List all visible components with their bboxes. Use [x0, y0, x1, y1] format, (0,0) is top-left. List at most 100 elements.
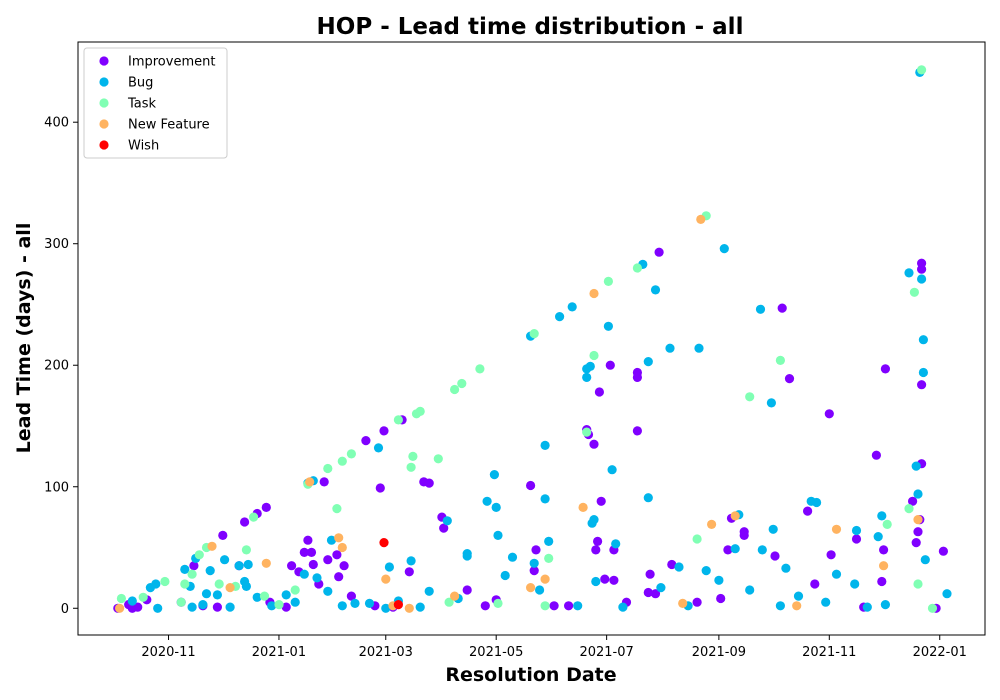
point-bug-66: [618, 602, 628, 612]
point-task-17: [332, 504, 342, 514]
point-bug-33: [384, 562, 394, 572]
point-bug-99: [904, 268, 914, 278]
point-improvement-13: [261, 502, 271, 512]
point-bug-94: [851, 525, 862, 536]
legend-box: [83, 47, 228, 159]
point-bug-21: [290, 597, 300, 607]
point-bug-12: [220, 555, 230, 565]
point-task-31: [529, 329, 539, 339]
point-bug-3: [153, 603, 163, 613]
point-new-feature-19: [792, 601, 802, 611]
point-bug-82: [755, 304, 766, 314]
point-new-feature-17: [707, 519, 717, 530]
point-bug-91: [821, 597, 831, 607]
point-improvement-89: [913, 527, 923, 537]
point-improvement-21: [308, 559, 318, 570]
point-bug-9: [201, 589, 212, 599]
point-bug-87: [781, 563, 791, 573]
point-improvement-24: [323, 555, 333, 565]
point-new-feature-1: [207, 541, 217, 551]
x-axis-label: Resolution Date: [445, 664, 616, 686]
point-task-2: [160, 576, 170, 587]
point-bug-69: [643, 357, 653, 367]
point-new-feature-15: [678, 598, 688, 609]
point-bug-14: [234, 561, 244, 571]
point-task-10: [241, 545, 251, 555]
point-improvement-75: [777, 303, 787, 313]
point-task-5: [187, 569, 197, 579]
point-bug-0: [127, 596, 137, 606]
point-improvement-41: [480, 601, 490, 611]
legend-marker-bug: [99, 77, 109, 87]
point-bug-22: [299, 569, 309, 579]
point-improvement-28: [346, 591, 356, 601]
point-improvement-45: [531, 545, 541, 555]
point-improvement-80: [826, 550, 836, 560]
data-points: [113, 65, 952, 613]
point-improvement-16: [287, 561, 297, 571]
point-bug-17: [243, 559, 253, 570]
point-improvement-29: [361, 436, 371, 446]
point-task-12: [259, 591, 270, 601]
point-bug-42: [482, 496, 492, 506]
point-bug-36: [415, 602, 425, 612]
point-improvement-23: [319, 477, 329, 487]
point-task-13: [274, 600, 284, 610]
point-task-19: [346, 449, 356, 459]
point-new-feature-10: [450, 591, 460, 601]
point-bug-98: [880, 600, 891, 610]
point-task-37: [632, 263, 643, 273]
point-new-feature-9: [404, 603, 414, 613]
point-bug-45: [493, 530, 503, 541]
point-improvement-83: [871, 450, 882, 460]
legend-marker-improvement: [99, 56, 109, 66]
point-improvement-3: [133, 602, 143, 612]
point-task-14: [290, 585, 300, 595]
point-bug-11: [212, 590, 222, 600]
x-tick-label: 2021-03: [359, 645, 413, 660]
point-improvement-86: [879, 545, 889, 555]
point-bug-77: [714, 575, 724, 585]
point-new-feature-13: [578, 502, 588, 512]
point-new-feature-12: [540, 574, 550, 584]
point-bug-64: [607, 465, 617, 475]
point-task-0: [116, 593, 126, 604]
point-task-41: [775, 355, 786, 365]
point-bug-101: [913, 489, 923, 499]
point-bug-41: [462, 549, 472, 559]
point-new-feature-16: [696, 214, 706, 224]
point-bug-55: [567, 302, 577, 312]
point-new-feature-20: [831, 524, 842, 534]
point-new-feature-3: [261, 558, 271, 568]
point-bug-38: [442, 516, 452, 526]
point-bug-93: [850, 579, 860, 589]
point-bug-53: [544, 536, 554, 547]
point-new-feature-7: [381, 574, 391, 584]
point-improvement-66: [654, 247, 664, 257]
point-bug-79: [730, 544, 740, 554]
y-axis-ticks: 0 100 200 300 400: [44, 116, 78, 617]
point-bug-63: [603, 321, 614, 331]
point-improvement-37: [424, 478, 434, 488]
point-improvement-62: [632, 372, 643, 382]
point-bug-88: [793, 591, 804, 601]
point-bug-92: [831, 569, 842, 579]
point-improvement-18: [299, 547, 309, 558]
point-task-30: [493, 598, 503, 609]
point-bug-18: [252, 592, 262, 602]
point-bug-32: [381, 603, 391, 613]
point-bug-71: [656, 583, 666, 593]
point-improvement-50: [589, 439, 599, 449]
point-new-feature-11: [526, 583, 536, 593]
point-bug-83: [757, 545, 767, 555]
point-bug-19: [267, 601, 277, 611]
point-improvement-63: [643, 587, 653, 598]
point-bug-59: [585, 361, 595, 371]
point-task-47: [927, 603, 938, 613]
point-bug-16: [241, 581, 251, 592]
point-new-feature-6: [337, 542, 347, 553]
point-task-4: [180, 579, 190, 589]
point-bug-4: [180, 564, 190, 575]
point-new-feature-14: [589, 288, 599, 299]
